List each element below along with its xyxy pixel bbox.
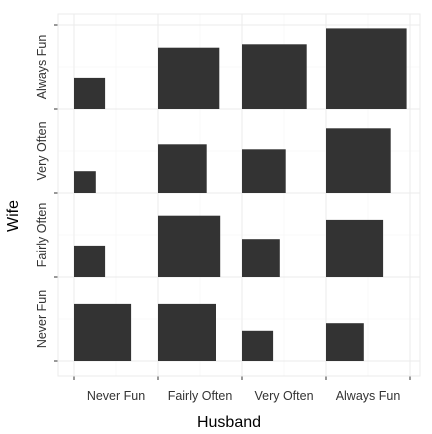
mosaic-cell <box>158 215 221 277</box>
y-tick-label: Very Often <box>35 121 49 180</box>
mosaic-cell <box>326 323 364 361</box>
x-tick-label: Always Fun <box>336 389 401 403</box>
mosaic-cell <box>242 330 274 361</box>
ticks-layer <box>54 24 411 380</box>
y-tick-label: Never Fun <box>35 290 49 348</box>
y-tick-label: Fairly Often <box>35 203 49 268</box>
mosaic-cell <box>158 303 216 361</box>
mosaic-cell <box>242 44 307 109</box>
y-axis-title: Wife <box>5 200 22 232</box>
x-tick-labels: Never Fun Fairly Often Very Often Always Fu… <box>87 389 401 403</box>
panel-border <box>57 13 421 377</box>
mosaic-cell <box>74 77 106 109</box>
mosaic-cell <box>326 128 391 193</box>
mosaic-cell <box>158 47 220 109</box>
mosaic-cell <box>242 149 286 193</box>
mosaic-cell <box>326 219 384 277</box>
x-tick-label: Very Often <box>254 389 313 403</box>
mosaic-cell <box>74 303 132 361</box>
mosaic-cell <box>74 245 106 277</box>
x-axis-title: Husband <box>197 414 261 431</box>
mosaic-cell <box>158 144 207 193</box>
mosaic-cell <box>326 28 407 109</box>
y-tick-labels: Never Fun Fairly Often Very Often Always Fu… <box>35 35 49 349</box>
mosaic-cell <box>242 239 280 277</box>
x-tick-label: Never Fun <box>87 389 145 403</box>
cells-layer <box>74 28 407 361</box>
mosaic-cell <box>74 171 96 193</box>
x-tick-label: Fairly Often <box>168 389 233 403</box>
y-tick-label: Always Fun <box>35 35 49 100</box>
